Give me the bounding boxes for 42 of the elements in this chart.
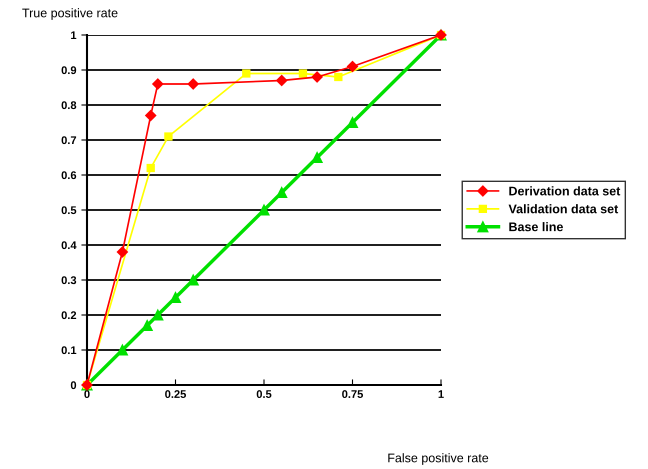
point <box>152 309 164 321</box>
point <box>164 132 173 141</box>
y-tick-label: 0.1 <box>62 346 76 354</box>
y-axis-title: True positive rate <box>22 8 118 20</box>
y-tick-label: 0.7 <box>62 136 76 144</box>
legend-label: Base line <box>509 222 563 232</box>
point <box>242 69 250 78</box>
point <box>346 60 358 72</box>
point <box>276 74 288 86</box>
point <box>142 320 153 332</box>
point <box>258 204 270 216</box>
y-tick-label: 0 <box>70 381 76 390</box>
y-tick-label: 0.8 <box>62 101 76 110</box>
point <box>334 72 343 82</box>
y-tick-label: 1 <box>71 31 76 40</box>
y-tick-label: 0.6 <box>62 171 76 180</box>
y-tick-label: 0.9 <box>62 66 76 74</box>
y-tick-label: 0.2 <box>62 311 76 320</box>
point <box>298 69 308 78</box>
y-tick-label: 0.5 <box>62 206 76 214</box>
x-tick-label: 0.75 <box>342 390 364 398</box>
point <box>188 274 199 286</box>
x-tick-label: 0.25 <box>165 390 186 398</box>
y-tick-label: 0.3 <box>62 276 76 284</box>
x-tick-label: 0.5 <box>256 390 272 398</box>
point <box>311 71 323 83</box>
x-axis-title: False positive rate <box>388 453 488 465</box>
point <box>170 292 182 304</box>
legend-label: Validation data set <box>508 204 618 214</box>
x-tick-label: 1 <box>438 390 444 398</box>
point <box>116 246 128 258</box>
point <box>146 164 155 172</box>
point <box>116 344 128 356</box>
point <box>312 152 323 164</box>
point <box>152 78 164 90</box>
point <box>276 186 288 198</box>
legend-label: Derivation data set <box>509 186 620 196</box>
y-tick-label: 0.4 <box>62 241 77 250</box>
point <box>145 110 156 122</box>
point <box>346 116 358 128</box>
point <box>188 78 199 90</box>
x-tick-label: 0 <box>84 390 90 398</box>
